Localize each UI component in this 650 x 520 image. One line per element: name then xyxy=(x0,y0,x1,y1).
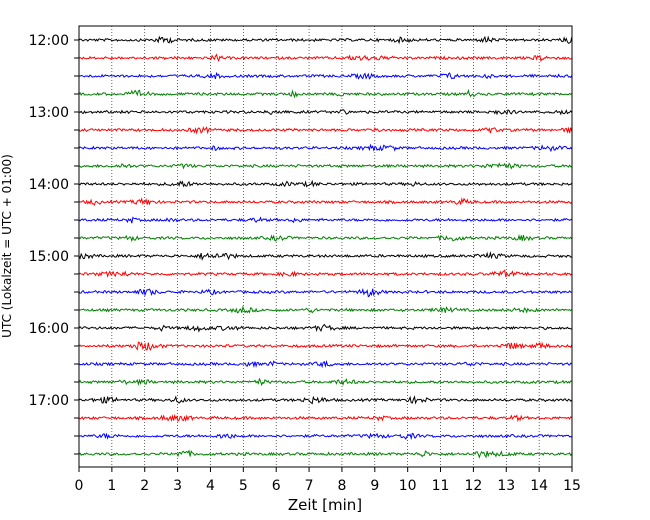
trace-24 xyxy=(78,449,573,459)
trace-18 xyxy=(78,341,573,351)
trace-13 xyxy=(78,250,573,261)
x-tick-label-3: 3 xyxy=(173,478,182,494)
y-tick-label-1700: 17:00 xyxy=(29,393,69,409)
x-tick-label-0: 0 xyxy=(75,478,84,494)
x-tick-label-8: 8 xyxy=(337,478,346,494)
y-axis: 12:00 13:00 14:00 15:00 16:00 17:00 xyxy=(29,33,79,455)
trace-21 xyxy=(78,395,573,405)
trace-4 xyxy=(78,88,573,99)
trace-17 xyxy=(78,323,573,333)
trace-15 xyxy=(78,288,573,298)
trace-22 xyxy=(78,413,573,423)
trace-5 xyxy=(78,108,573,116)
trace-3 xyxy=(78,71,573,80)
trace-16 xyxy=(78,305,573,314)
x-tick-label-12: 12 xyxy=(464,478,482,494)
x-tick-label-9: 9 xyxy=(370,478,379,494)
x-tick-label-7: 7 xyxy=(305,478,314,494)
trace-23 xyxy=(78,432,573,441)
trace-6 xyxy=(78,126,573,135)
x-tick-label-10: 10 xyxy=(399,478,417,494)
x-tick-label-6: 6 xyxy=(272,478,281,494)
y-tick-label-1400: 14:00 xyxy=(29,177,69,193)
trace-1 xyxy=(78,35,573,45)
plot-frame xyxy=(78,25,573,468)
x-tick-label-13: 13 xyxy=(497,478,515,494)
x-axis: 0 1 2 3 4 5 6 7 8 9 10 11 12 13 14 15 xyxy=(75,467,581,494)
x-tick-label-5: 5 xyxy=(239,478,248,494)
x-axis-label: Zeit [min] xyxy=(288,496,362,514)
x-tick-label-11: 11 xyxy=(432,478,450,494)
trace-9 xyxy=(78,179,573,188)
x-tick-label-4: 4 xyxy=(206,478,215,494)
trace-8 xyxy=(78,162,573,170)
x-tick-label-14: 14 xyxy=(530,478,548,494)
trace-7 xyxy=(78,143,573,153)
y-tick-label-1300: 13:00 xyxy=(29,105,69,121)
trace-20 xyxy=(78,377,573,387)
trace-2 xyxy=(78,53,573,63)
trace-10 xyxy=(78,197,573,206)
x-tick-label-1: 1 xyxy=(107,478,116,494)
y-tick-label-1500: 15:00 xyxy=(29,249,69,265)
y-tick-label-1600: 16:00 xyxy=(29,321,69,337)
traces xyxy=(78,35,573,459)
trace-19 xyxy=(78,359,573,369)
trace-14 xyxy=(78,269,573,278)
plot-background xyxy=(79,26,572,467)
trace-11 xyxy=(78,216,573,224)
x-tick-label-2: 2 xyxy=(140,478,149,494)
y-axis-label: UTC (Lokalzeit = UTC + 01:00) xyxy=(0,154,14,338)
y-tick-label-1200: 12:00 xyxy=(29,33,69,49)
trace-12 xyxy=(78,234,573,243)
x-tick-label-15: 15 xyxy=(563,478,581,494)
